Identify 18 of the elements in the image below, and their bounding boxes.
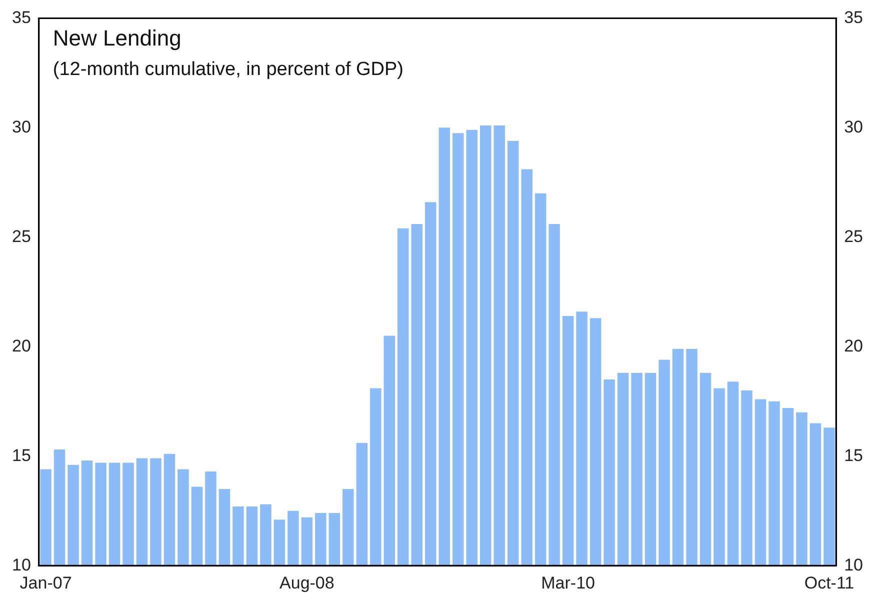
y-tick-label: 35 <box>12 8 31 27</box>
y2-tick-label: 10 <box>844 555 864 574</box>
y-tick-label: 25 <box>12 226 31 246</box>
text: (12-month cumulative, in percent of GDP) <box>52 58 404 80</box>
y2-tick-label: 15 <box>844 446 864 465</box>
x-tick-label: Aug-08 <box>280 573 334 592</box>
y2-tick-label: 30 <box>844 117 864 136</box>
y-tick-label: 30 <box>12 117 31 136</box>
y-tick-label: 20 <box>12 336 31 356</box>
y-tick-label: 10 <box>12 555 31 574</box>
y-tick-label: 15 <box>12 446 31 465</box>
y2-tick-label: 35 <box>844 8 864 27</box>
y2-tick-label: 25 <box>844 226 864 246</box>
x-tick-label: Mar-10 <box>541 573 596 592</box>
x-tick-label: Jan-07 <box>20 573 72 592</box>
y2-tick-label: 20 <box>844 336 864 356</box>
x-tick-label: Oct-11 <box>804 573 854 592</box>
chart-title: New Lending <box>52 25 182 50</box>
